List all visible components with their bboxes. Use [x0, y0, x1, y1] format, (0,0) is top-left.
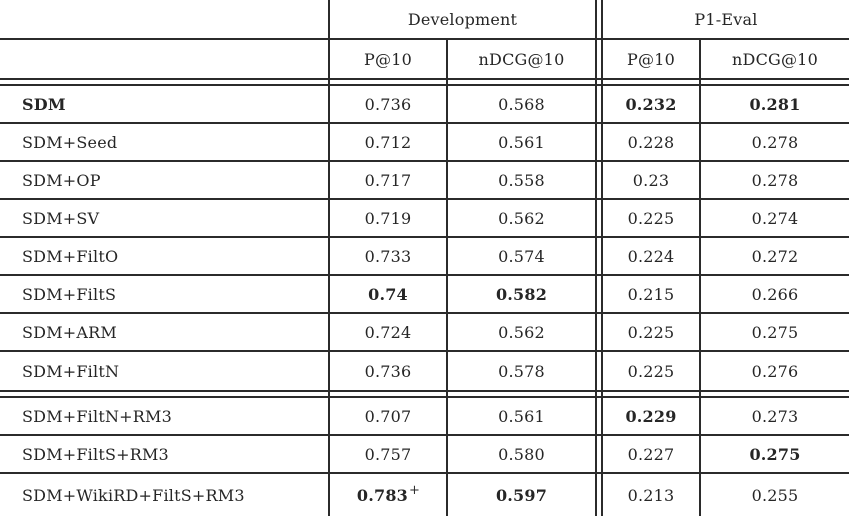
double-vertical-rule — [595, 352, 603, 390]
cell-p1-ndcg10: 0.275 — [749, 444, 801, 464]
header-empty-corner — [0, 0, 330, 38]
cell-dev-ndcg10: 0.582 — [495, 284, 548, 304]
header-empty-corner — [0, 40, 330, 78]
double-vertical-rule — [595, 436, 603, 472]
double-vertical-rule — [595, 124, 603, 160]
double-vertical-rule — [595, 162, 603, 198]
cell-dev-ndcg10: 0.568 — [498, 94, 545, 114]
table-row: SDM+ARM 0.724 0.562 0.225 0.275 — [0, 314, 849, 352]
cell-p1-ndcg10: 0.281 — [749, 94, 801, 114]
table-row: SDM+FiltN+RM3 0.707 0.561 0.229 0.273 — [0, 398, 849, 436]
cell-dev-p10: 0.733 — [330, 238, 448, 274]
header-group-row: Development P1-Eval — [0, 0, 849, 40]
significance-marker: + — [409, 482, 421, 498]
cell-p1-ndcg10: 0.276 — [751, 361, 799, 381]
cell-dev-ndcg10: 0.558 — [498, 170, 545, 190]
header-p1-p10: P@10 — [603, 40, 701, 78]
double-vertical-rule — [595, 200, 603, 236]
double-horizontal-rule — [0, 78, 849, 86]
cell-p1-p10: 0.225 — [603, 352, 701, 390]
table-row: SDM+FiltO 0.733 0.574 0.224 0.272 — [0, 238, 849, 276]
table-row: SDM+Seed 0.712 0.561 0.228 0.278 — [0, 124, 849, 162]
table-row: SDM 0.736 0.568 0.232 0.281 — [0, 86, 849, 124]
cell-p1-p10: 0.225 — [603, 200, 701, 236]
header-dev-ndcg10: nDCG@10 — [478, 49, 565, 69]
cell-dev-ndcg10: 0.574 — [498, 246, 545, 266]
row-label: SDM+OP — [0, 162, 330, 198]
cell-dev-p10: 0.717 — [330, 162, 448, 198]
cell-dev-p10: 0.707 — [330, 398, 448, 434]
cell-dev-ndcg10: 0.562 — [498, 208, 545, 228]
cell-dev-ndcg10: 0.580 — [498, 444, 545, 464]
double-vertical-rule — [595, 398, 603, 434]
table-row: SDM+FiltS+RM3 0.757 0.580 0.227 0.275 — [0, 436, 849, 474]
cell-p1-ndcg10: 0.255 — [751, 485, 799, 505]
cell-dev-p10: 0.712 — [330, 124, 448, 160]
table-row: SDM+OP 0.717 0.558 0.23 0.278 — [0, 162, 849, 200]
cell-dev-p10: 0.783 + — [330, 474, 448, 516]
cell-dev-ndcg10: 0.562 — [498, 322, 545, 342]
row-label: SDM+FiltN — [0, 352, 330, 390]
table-row: SDM+WikiRD+FiltS+RM3 0.783 + 0.597 0.213 … — [0, 474, 849, 516]
cell-p1-p10: 0.224 — [603, 238, 701, 274]
cell-dev-ndcg10: 0.597 — [495, 485, 548, 505]
row-label: SDM+FiltN+RM3 — [0, 398, 330, 434]
double-vertical-rule — [595, 86, 603, 122]
double-vertical-rule — [595, 474, 603, 516]
table-row: SDM+FiltN 0.736 0.578 0.225 0.276 — [0, 352, 849, 390]
double-vertical-rule — [595, 276, 603, 312]
cell-dev-ndcg10: 0.578 — [498, 361, 545, 381]
cell-p1-p10: 0.23 — [603, 162, 701, 198]
double-vertical-rule — [595, 40, 603, 78]
cell-p1-ndcg10: 0.278 — [751, 170, 799, 190]
cell-dev-p10: 0.757 — [330, 436, 448, 472]
header-group-development: Development — [407, 9, 518, 29]
row-label: SDM+FiltS+RM3 — [0, 436, 330, 472]
cell-p1-p10: 0.228 — [603, 124, 701, 160]
row-label: SDM — [0, 86, 330, 122]
cell-dev-ndcg10: 0.561 — [498, 132, 545, 152]
cell-dev-p10: 0.736 — [330, 352, 448, 390]
cell-p1-ndcg10: 0.266 — [751, 284, 799, 304]
row-label: SDM+ARM — [0, 314, 330, 350]
cell-p1-p10: 0.225 — [603, 314, 701, 350]
cell-p1-ndcg10: 0.272 — [751, 246, 799, 266]
cell-p1-p10: 0.227 — [603, 436, 701, 472]
cell-dev-p10: 0.724 — [330, 314, 448, 350]
table-row: SDM+FiltS 0.74 0.582 0.215 0.266 — [0, 276, 849, 314]
cell-p1-p10: 0.232 — [603, 86, 701, 122]
cell-p1-ndcg10: 0.274 — [751, 208, 799, 228]
row-label: SDM+SV — [0, 200, 330, 236]
cell-p1-p10: 0.229 — [603, 398, 701, 434]
double-vertical-rule — [595, 238, 603, 274]
header-group-p1-eval: P1-Eval — [694, 9, 758, 29]
cell-dev-ndcg10: 0.561 — [498, 406, 545, 426]
cell-p1-ndcg10: 0.278 — [751, 132, 799, 152]
cell-dev-p10: 0.74 — [330, 276, 448, 312]
row-label: SDM+WikiRD+FiltS+RM3 — [0, 474, 330, 516]
cell-p1-p10: 0.215 — [603, 276, 701, 312]
double-horizontal-rule — [0, 390, 849, 398]
header-dev-p10: P@10 — [330, 40, 448, 78]
cell-dev-p10: 0.736 — [330, 86, 448, 122]
header-p1-ndcg10: nDCG@10 — [732, 49, 818, 69]
cell-p1-ndcg10: 0.273 — [751, 406, 799, 426]
cell-p1-ndcg10: 0.275 — [751, 322, 799, 342]
cell-value: 0.783 — [356, 485, 408, 505]
cell-p1-p10: 0.213 — [603, 474, 701, 516]
header-metric-row: P@10 nDCG@10 P@10 nDCG@10 — [0, 40, 849, 78]
table-row: SDM+SV 0.719 0.562 0.225 0.274 — [0, 200, 849, 238]
row-label: SDM+FiltS — [0, 276, 330, 312]
double-vertical-rule — [595, 314, 603, 350]
row-label: SDM+Seed — [0, 124, 330, 160]
row-label: SDM+FiltO — [0, 238, 330, 274]
cell-dev-p10: 0.719 — [330, 200, 448, 236]
double-vertical-rule — [595, 0, 603, 38]
